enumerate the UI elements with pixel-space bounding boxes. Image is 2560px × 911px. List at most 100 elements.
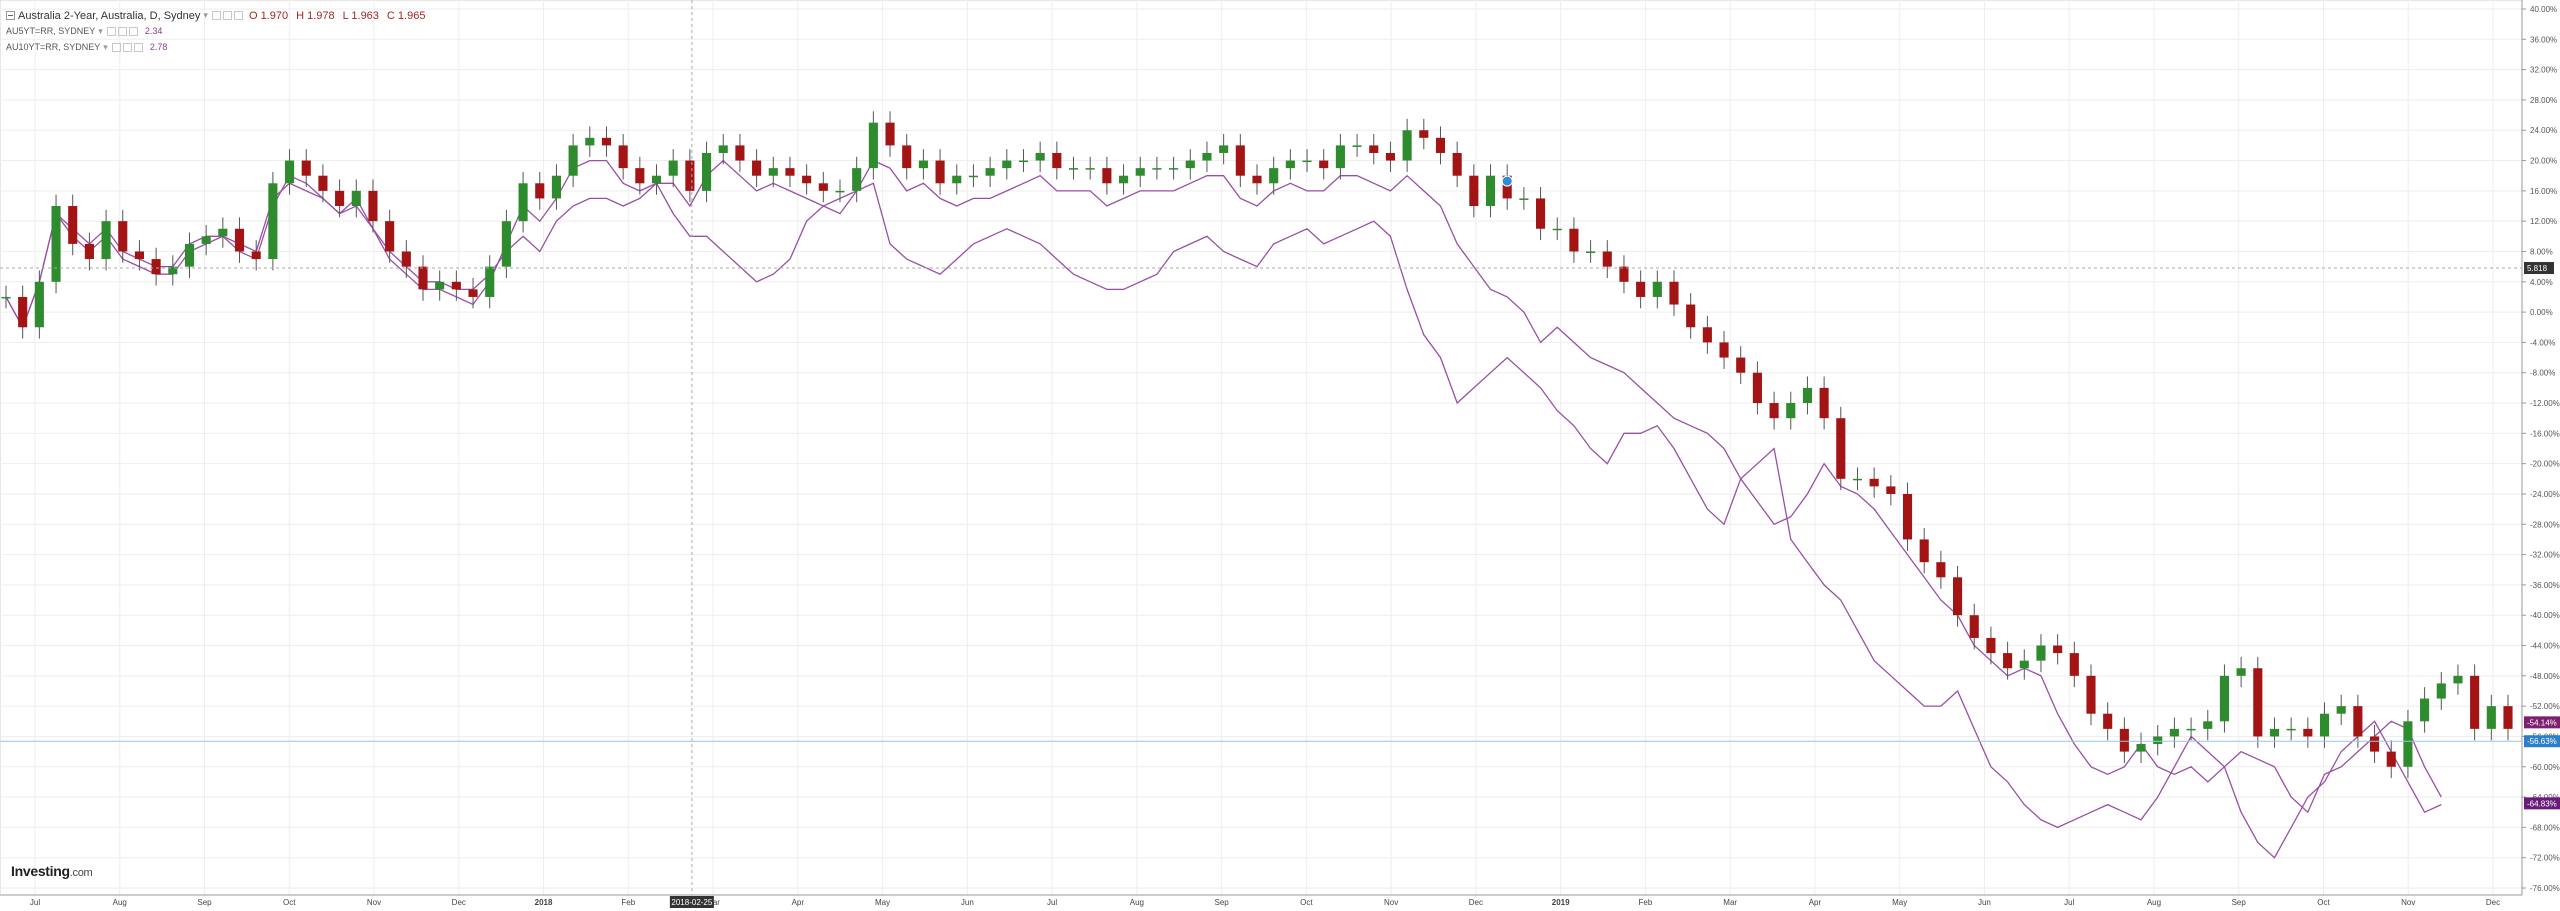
x-tick-label: Sep [197,898,212,907]
candle-body [1302,160,1312,163]
candle-body [1786,403,1796,419]
settings-icon[interactable] [222,11,232,20]
candle [1502,164,1512,210]
hide-series-icon[interactable] [111,42,121,52]
candle-body [1936,562,1946,578]
candle [1569,217,1579,263]
candle [134,240,144,271]
y-tick-label: -20.00% [2530,460,2560,469]
candle-body [2486,706,2496,729]
price-badge-label: -56.63% [2527,737,2557,746]
candle-body [2286,728,2296,731]
close-icon[interactable] [133,42,143,52]
candle-body [501,221,511,267]
candle-body [2019,660,2029,669]
y-tick-label: 16.00% [2530,187,2557,196]
hide-series-icon[interactable] [106,26,116,36]
candle [885,111,895,157]
candle [168,255,178,286]
candle [968,164,978,188]
x-tick-label: May [875,898,890,907]
y-tick-label: 32.00% [2530,66,2557,75]
chevron-down-icon[interactable]: ▾ [98,25,103,36]
candle [2086,664,2096,726]
compare-lines [5,159,2442,859]
main-series-title: Australia 2-Year, Australia, D, Sydney [18,9,201,22]
candle-body [218,228,228,237]
candle [702,141,712,203]
candle [268,171,278,271]
candle [1052,141,1062,180]
x-tick-label: Jul [30,898,40,907]
candle [2420,687,2430,733]
candle [2486,694,2496,741]
candle [435,270,445,301]
candle-body [1419,130,1429,138]
candle-body [2169,728,2179,737]
candle-body [585,137,595,146]
candle-body [668,160,678,176]
candle-body [1669,281,1679,305]
candle-body [518,183,528,222]
candle [1269,156,1279,195]
candle-body [635,168,645,184]
candle [1969,603,1979,650]
event-marker-icon[interactable] [1501,175,1513,187]
candle [1602,240,1612,279]
candle [902,134,912,180]
candle-body [1485,175,1496,207]
candle [1285,149,1295,180]
candle [1018,149,1029,172]
x-tick-label: Dec [452,898,466,907]
price-badge [2524,797,2560,810]
crosshair-value-badge [2524,262,2554,275]
candle-body [535,183,545,199]
y-tick-label: 8.00% [2530,247,2553,256]
hide-series-icon[interactable] [211,11,221,20]
close-icon[interactable] [233,11,243,20]
series-line-au10yt [5,182,2442,859]
candle [1235,134,1245,188]
candle-body [318,175,328,191]
candle-body [968,175,978,178]
candle-body [752,160,762,176]
candle-body [1852,478,1863,481]
close-icon[interactable] [128,26,138,36]
settings-icon[interactable] [117,26,127,36]
candle-body [1135,168,1145,176]
legend-main-row: Australia 2-Year, Australia, D, Sydney ▾… [6,8,425,23]
candle-body [2219,675,2229,722]
candle-body [702,152,712,191]
candle [368,179,378,233]
collapse-legend-icon[interactable] [6,11,15,20]
x-tick-label: Aug [113,898,127,907]
candle-body [1519,198,1529,200]
y-tick-label: 40.00% [2530,5,2557,14]
candle [251,240,261,271]
candle-body [1719,342,1729,358]
x-tick-label: Dec [1469,898,1483,907]
candle [151,247,161,286]
candle-body [1752,372,1762,404]
price-badge-label: -54.14% [2527,718,2557,727]
settings-icon[interactable] [122,42,132,52]
chevron-down-icon[interactable]: ▾ [103,41,108,52]
candle-body [2153,736,2163,745]
candle [1902,482,1913,551]
candle-body [935,160,945,184]
chevron-down-icon[interactable]: ▾ [203,10,208,20]
x-tick-label: Nov [367,898,381,907]
y-tick-label: 28.00% [2530,96,2557,105]
candle-body [18,296,28,328]
candle [2153,725,2163,756]
candle [868,111,878,180]
candle [218,217,228,248]
candle-body [902,145,912,169]
candle [201,224,211,256]
candle-body [1102,168,1112,184]
candlesticks [1,111,2513,779]
candle-body [952,175,962,184]
